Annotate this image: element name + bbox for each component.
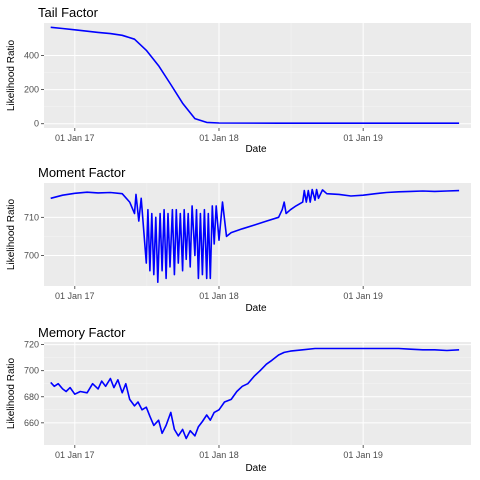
y-tick-label: 660 [24,418,39,428]
x-axis-title: Date [245,144,267,155]
x-tick-label: 01 Jan 18 [199,133,239,143]
y-axis: 0 200 400 [24,50,44,129]
y-tick-label: 710 [24,212,39,222]
x-tick-label: 01 Jan 17 [55,133,95,143]
y-tick-label: 700 [24,366,39,376]
y-axis-title: Likelihood Ratio [6,39,17,111]
x-axis-title: Date [245,303,267,314]
x-tick-label: 01 Jan 17 [55,291,95,301]
x-axis: 01 Jan 17 01 Jan 18 01 Jan 19 [55,445,383,460]
x-tick-label: 01 Jan 18 [199,450,239,460]
x-tick-label: 01 Jan 19 [343,291,383,301]
x-tick-label: 01 Jan 18 [199,291,239,301]
x-tick-label: 01 Jan 17 [55,450,95,460]
y-tick-label: 720 [24,340,39,350]
plot-background [44,183,471,286]
y-axis: 700 710 [24,212,44,260]
x-tick-label: 01 Jan 19 [343,133,383,143]
y-axis: 660 680 700 720 [24,340,44,428]
y-tick-label: 0 [34,119,39,129]
x-tick-label: 01 Jan 19 [343,450,383,460]
series-line [50,188,460,283]
chart-title: Tail Factor [38,5,99,20]
y-tick-label: 680 [24,392,39,402]
y-tick-label: 200 [24,85,39,95]
x-axis-title: Date [245,463,267,474]
y-tick-label: 700 [24,250,39,260]
grid-lines [44,342,471,445]
series-line [50,347,460,440]
plot-background [44,342,471,445]
y-axis-title: Likelihood Ratio [6,198,17,270]
plot-background [44,23,471,128]
x-axis: 01 Jan 17 01 Jan 18 01 Jan 19 [55,286,383,301]
chart-title: Memory Factor [38,325,126,340]
y-axis-title: Likelihood Ratio [6,357,17,429]
y-tick-label: 400 [24,50,39,60]
chart-title: Moment Factor [38,165,126,180]
x-axis: 01 Jan 17 01 Jan 18 01 Jan 19 [55,128,383,143]
series-line [50,26,460,124]
